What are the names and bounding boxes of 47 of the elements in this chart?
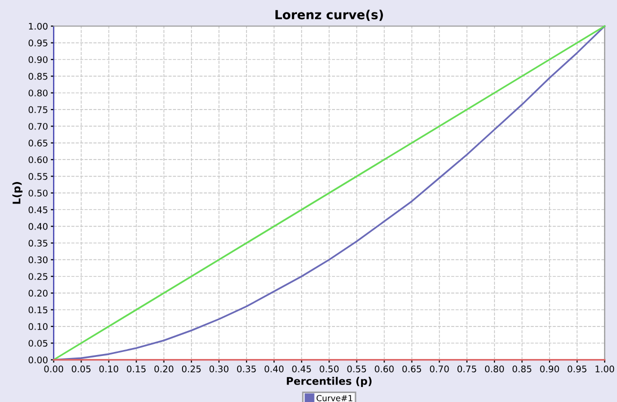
x-axis-title: Percentiles (p) (286, 376, 372, 387)
y-axis-title: L(p) (12, 182, 22, 204)
y-tick-label: 0.75 (28, 106, 48, 114)
x-tick-label: 0.90 (540, 366, 560, 372)
y-tick-label: 0.90 (28, 56, 48, 64)
x-tick-label: 0.60 (374, 366, 394, 372)
line-series (52, 25, 606, 361)
y-tick-label: 0.80 (28, 90, 48, 96)
y-tick-label: 0.30 (28, 256, 48, 264)
x-tick-label: 1.00 (596, 366, 614, 372)
y-tick-label: 0.70 (28, 122, 48, 130)
y-tick-label: 0.05 (28, 340, 48, 347)
y-tick-label: 0.95 (28, 40, 48, 46)
y-tick-label: 0.60 (28, 156, 48, 164)
y-tick-label: 0.65 (28, 140, 48, 146)
y-tick-label: 0.20 (28, 290, 48, 297)
x-tick-label: 0.00 (44, 366, 64, 372)
x-tick-label: 0.25 (182, 366, 201, 372)
y-tick-label: 0.55 (28, 173, 48, 180)
y-tick-label: 0.15 (28, 306, 48, 314)
x-tick-label: 0.65 (402, 366, 422, 372)
x-tick-label: 0.50 (320, 366, 339, 372)
y-tick-label: 0.10 (28, 323, 48, 330)
x-tick-label: 0.45 (292, 366, 311, 372)
y-tick-label: 0.45 (28, 206, 48, 214)
y-tick-label: 0.00 (28, 356, 48, 364)
x-tick-label: 0.40 (264, 366, 284, 372)
x-tick-label: 0.05 (72, 366, 90, 372)
y-tick-label: 1.00 (29, 22, 48, 30)
x-tick-label: 0.85 (512, 366, 532, 372)
x-tick-label: 0.35 (237, 366, 256, 372)
y-tick-label: 0.40 (28, 223, 48, 230)
x-tick-label: 0.30 (210, 366, 228, 372)
y-tick-label: 0.85 (28, 72, 48, 80)
x-tick-label: 0.15 (126, 366, 146, 372)
x-tick-label: 0.70 (430, 366, 449, 372)
x-tick-label: 0.55 (347, 366, 366, 372)
x-tick-label: 0.75 (457, 366, 476, 372)
x-tick-label: 0.20 (154, 366, 174, 372)
x-tick-label: 0.95 (568, 366, 586, 372)
y-tick-label: 0.50 (28, 190, 48, 197)
legend-label: Curve#1 (316, 394, 352, 402)
chart-title: Lorenz curve(s) (275, 10, 383, 21)
x-tick-label: 0.80 (485, 366, 504, 372)
y-tick-label: 0.35 (28, 240, 48, 247)
y-tick-label: 0.25 (28, 273, 48, 280)
x-tick-label: 0.10 (99, 366, 118, 372)
